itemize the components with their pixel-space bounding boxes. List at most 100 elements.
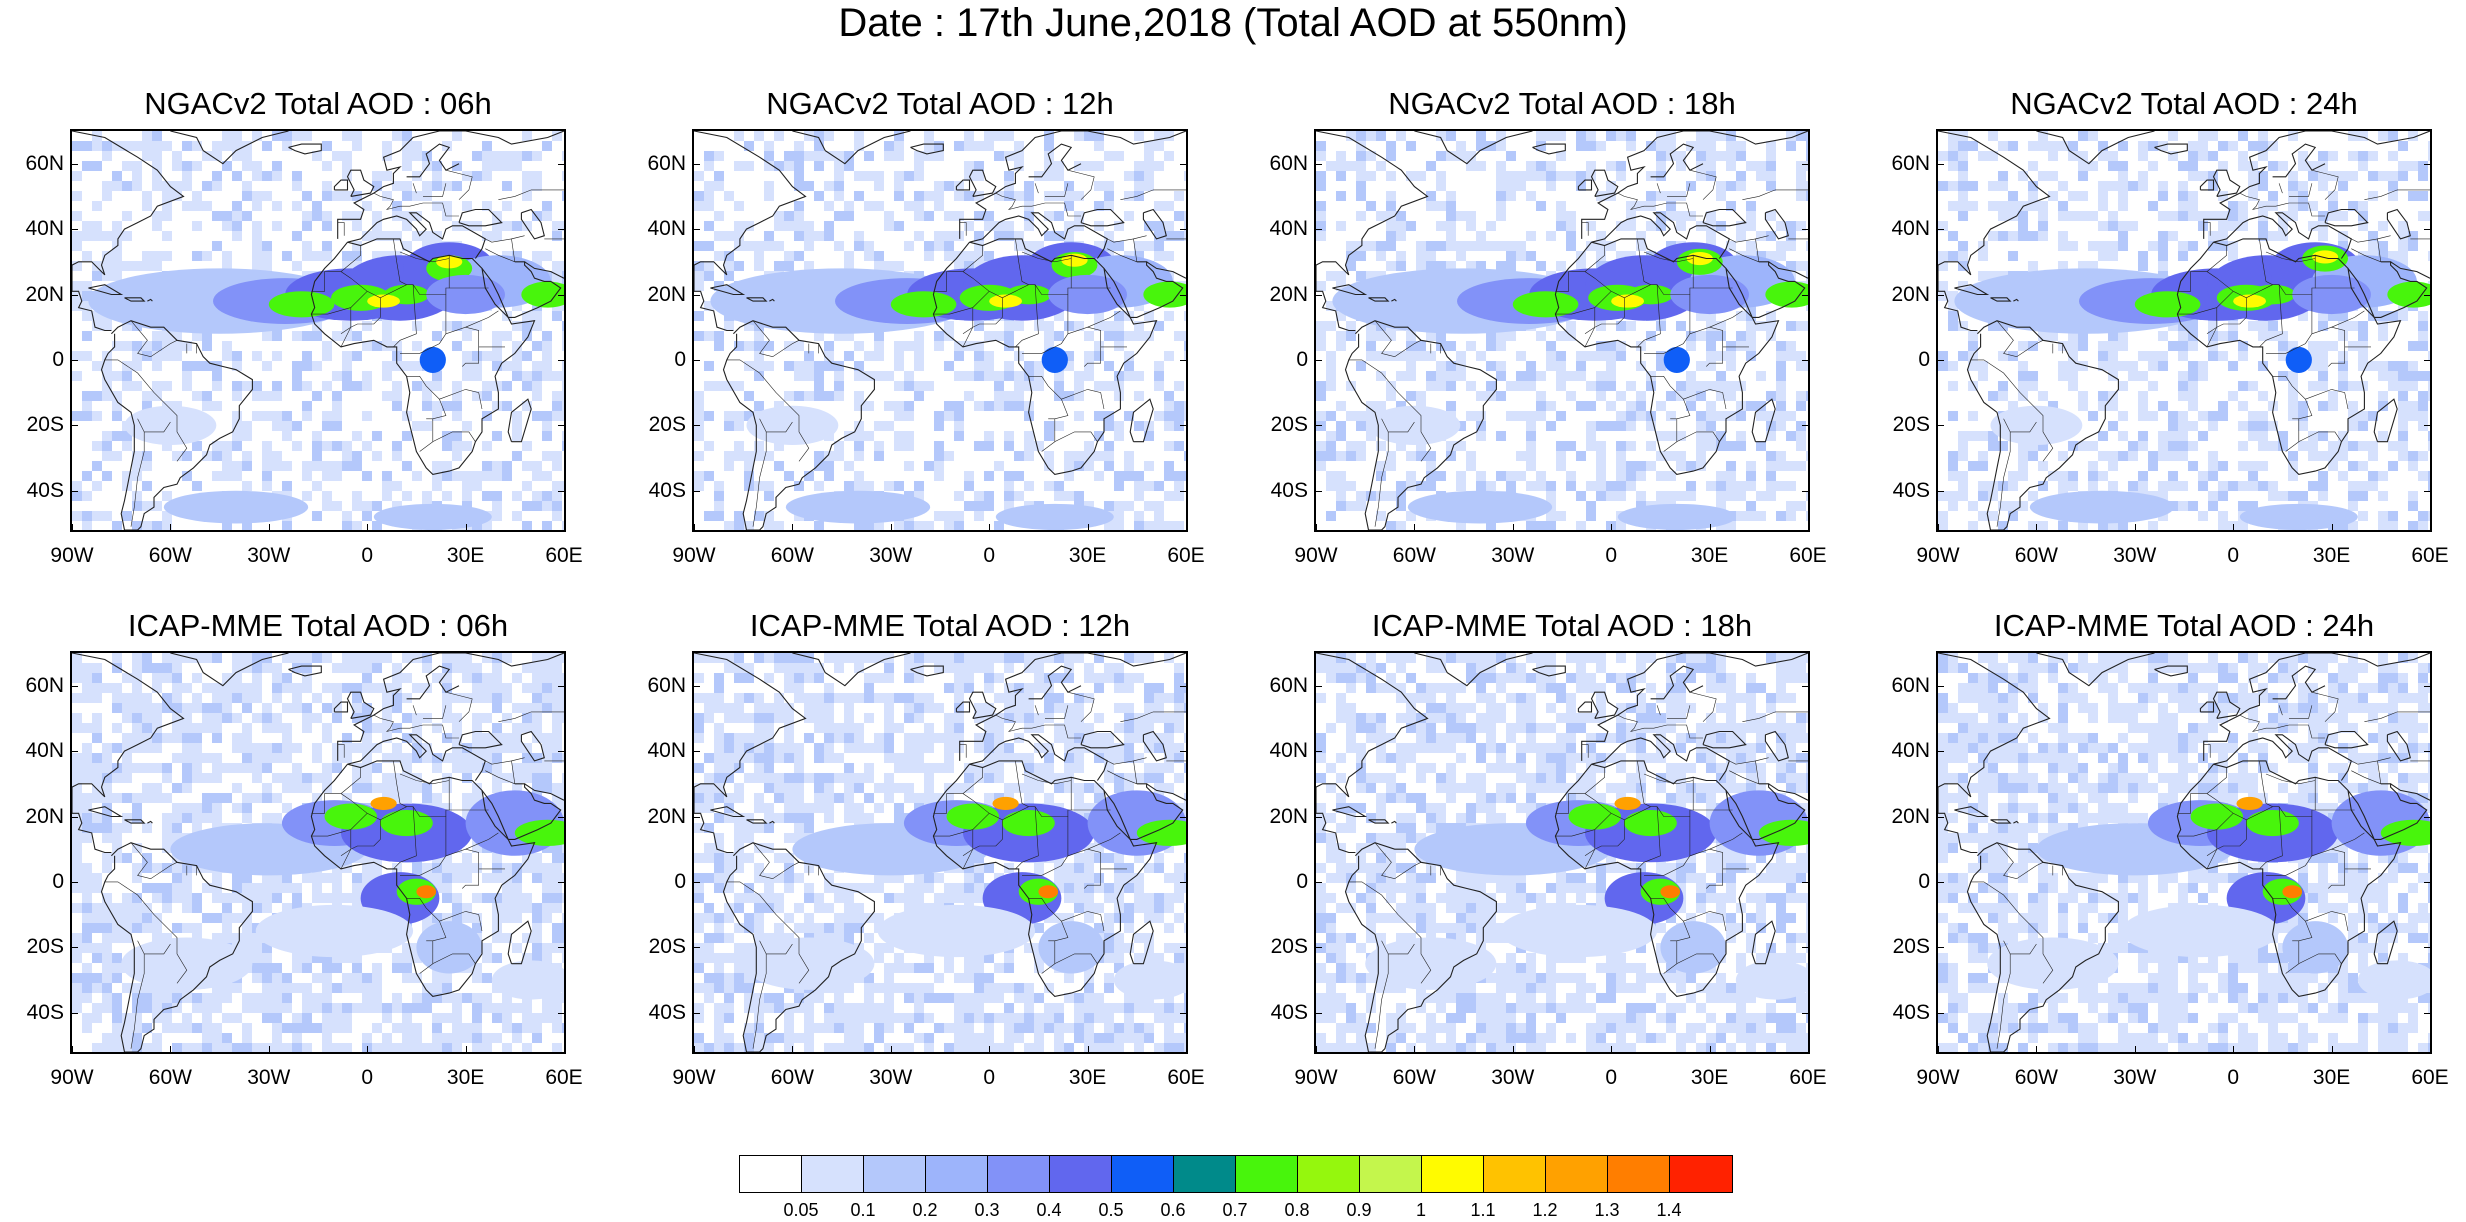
aod-background-cell [1074,321,1084,331]
aod-background-cell [2008,501,2018,511]
aod-background-cell [162,201,172,211]
aod-background-cell [794,481,804,491]
aod-background-cell [1174,491,1184,501]
coastline [722,320,875,530]
aod-background-cell [232,431,242,441]
aod-background-cell [1406,481,1416,491]
aod-background-cell [2028,191,2038,201]
aod-background-cell [1094,311,1104,321]
aod-background-cell [1616,391,1626,401]
aod-background-cell [2398,361,2408,371]
aod-background-cell [462,913,472,923]
aod-background-cell [562,783,564,793]
aod-background-cell [824,341,834,351]
aod-background-cell [402,793,412,803]
aod-background-cell [2178,331,2188,341]
aod-background-cell [1064,361,1074,371]
country-border [1021,251,1072,263]
aod-background-cell [1336,471,1346,481]
aod-background-cell [944,361,954,371]
longitude-label: 30W [1491,544,1535,567]
aod-background-cell [142,663,152,673]
aod-background-cell [292,663,302,673]
aod-background-cell [914,351,924,361]
aod-background-cell [1726,131,1736,141]
aod-background-cell [352,191,362,201]
aod-background-cell [874,251,884,261]
aod-background-cell [2308,361,2318,371]
country-border [2364,189,2430,200]
country-border [962,245,983,272]
aod-background-cell [162,663,172,673]
aod-background-cell [1406,351,1416,361]
aod-background-cell [2408,191,2418,201]
aod-background-cell [864,241,874,251]
aod-background-cell [974,361,984,371]
aod-background-cell [1796,171,1806,181]
aod-background-cell [392,201,402,211]
aod-background-cell [2308,201,2318,211]
aod-background-cell [242,461,252,471]
aod-background-cell [1356,181,1366,191]
aod-background-cell [192,331,202,341]
aod-background-cell [252,793,262,803]
aod-background-cell [1366,131,1376,141]
aod-background-cell [2118,331,2128,341]
aod-background-cell [1636,401,1646,411]
aod-background-cell [1466,261,1476,271]
aod-background-cell [302,713,312,723]
aod-background-cell [482,763,492,773]
aod-background-cell [102,933,112,943]
aod-background-cell [1134,181,1144,191]
aod-background-cell [2018,381,2028,391]
aod-background-cell [492,221,502,231]
aod-background-cell [132,653,142,663]
aod-background-cell [132,171,142,181]
aod-background-cell [1656,141,1666,151]
aod-background-cell [1074,131,1084,141]
aod-background-cell [1646,141,1656,151]
longitude-label: 0 [361,544,374,567]
aod-background-cell [282,481,292,491]
aod-background-cell [362,733,372,743]
longitude-tick [367,524,369,532]
aod-background-cell [1526,421,1536,431]
aod-background-cell [412,421,422,431]
aod-background-cell [2068,481,2078,491]
aod-background-cell [1948,361,1958,371]
aod-background-cell [142,703,152,713]
aod-background-cell [2108,341,2118,351]
aod-background-cell [2318,181,2328,191]
aod-background-cell [1346,381,1356,391]
aod-background-cell [2208,411,2218,421]
aod-background-cell [72,783,82,793]
aod-background-cell [242,733,252,743]
aod-background-cell [1998,381,2008,391]
aod-background-cell [1756,161,1766,171]
aod-background-cell [1726,491,1736,501]
panel-title: NGACv2 Total AOD : 24h [2010,86,2358,121]
aod-background-cell [2038,201,2048,211]
aod-background-cell [2328,171,2338,181]
aod-background-cell [1416,351,1426,361]
aod-background-cell [2218,231,2228,241]
aod-background-cell [212,441,222,451]
aod-background-cell [2058,141,2068,151]
aod-background-cell [814,141,824,151]
aod-background-cell [82,663,92,673]
aod-background-cell [1806,451,1808,461]
aod-background-cell [82,913,92,923]
aod-background-cell [944,411,954,421]
aod-background-cell [262,261,272,271]
aod-background-cell [302,471,312,481]
aod-background-cell [1466,241,1476,251]
aod-plume [1041,346,1068,374]
aod-background-cell [122,441,132,451]
aod-background-cell [252,381,262,391]
aod-background-cell [2348,481,2358,491]
aod-background-cell [242,451,252,461]
aod-background-cell [1696,461,1706,471]
aod-background-cell [252,693,262,703]
aod-background-cell [542,411,552,421]
map-panel: ICAP-MME Total AOD : 06h 60N 40N 20N 0 20S 40S… [0,606,590,1126]
